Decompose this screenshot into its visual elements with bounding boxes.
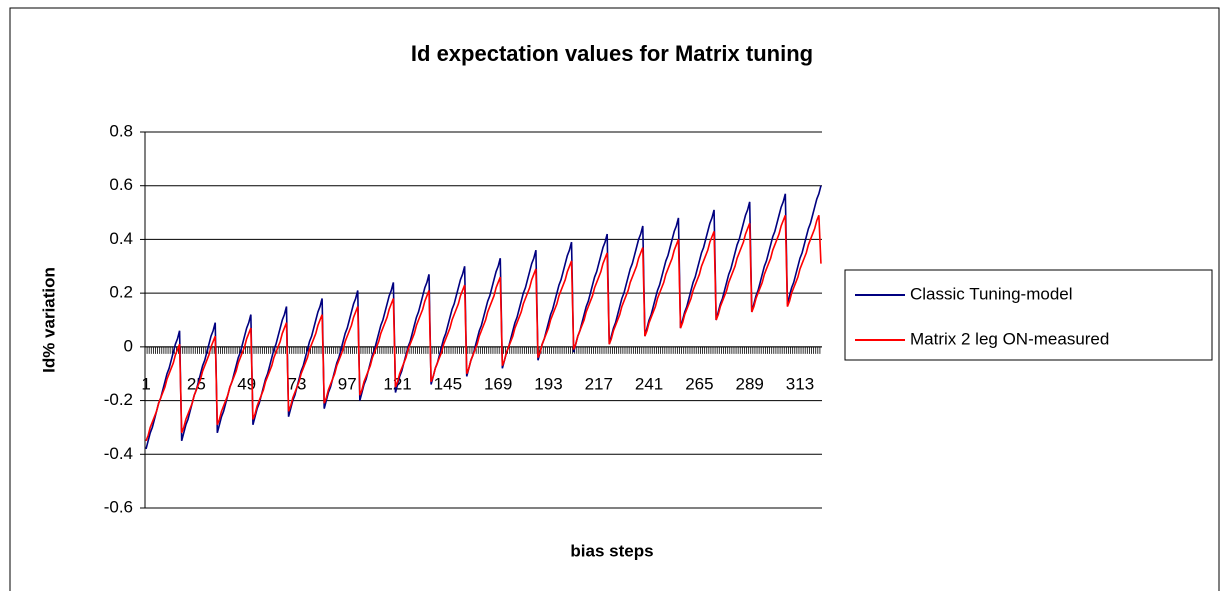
chart-title: Id expectation values for Matrix tuning — [411, 41, 813, 66]
y-tick-label: -0.2 — [104, 390, 133, 409]
y-tick-label: 0 — [124, 336, 133, 355]
x-axis-title: bias steps — [570, 541, 653, 560]
legend-label: Matrix 2 leg ON-measured — [910, 329, 1109, 348]
x-tick-label: 73 — [287, 374, 306, 393]
y-tick-label: 0.6 — [109, 175, 133, 194]
series-line — [145, 185, 822, 450]
x-tick-label: 313 — [786, 374, 814, 393]
series-line — [145, 214, 822, 442]
legend — [844, 269, 1213, 361]
y-tick-label: 0.2 — [109, 283, 133, 302]
y-tick-label: -0.4 — [104, 444, 133, 463]
legend-label: Classic Tuning-model — [910, 284, 1073, 303]
y-tick-label: 0.8 — [109, 121, 133, 140]
x-tick-label: 289 — [736, 374, 764, 393]
x-tick-label: 97 — [338, 374, 357, 393]
x-tick-label: 193 — [534, 374, 562, 393]
x-tick-label: 145 — [434, 374, 462, 393]
y-axis-title: Id% variation — [39, 267, 58, 373]
y-tick-label: -0.6 — [104, 497, 133, 516]
x-tick-label: 217 — [585, 374, 613, 393]
x-tick-label: 265 — [685, 374, 713, 393]
x-tick-label: 169 — [484, 374, 512, 393]
x-tick-label: 49 — [237, 374, 256, 393]
y-tick-label: 0.4 — [109, 229, 133, 248]
x-tick-label: 241 — [635, 374, 663, 393]
x-tick-label: 1 — [141, 374, 150, 393]
